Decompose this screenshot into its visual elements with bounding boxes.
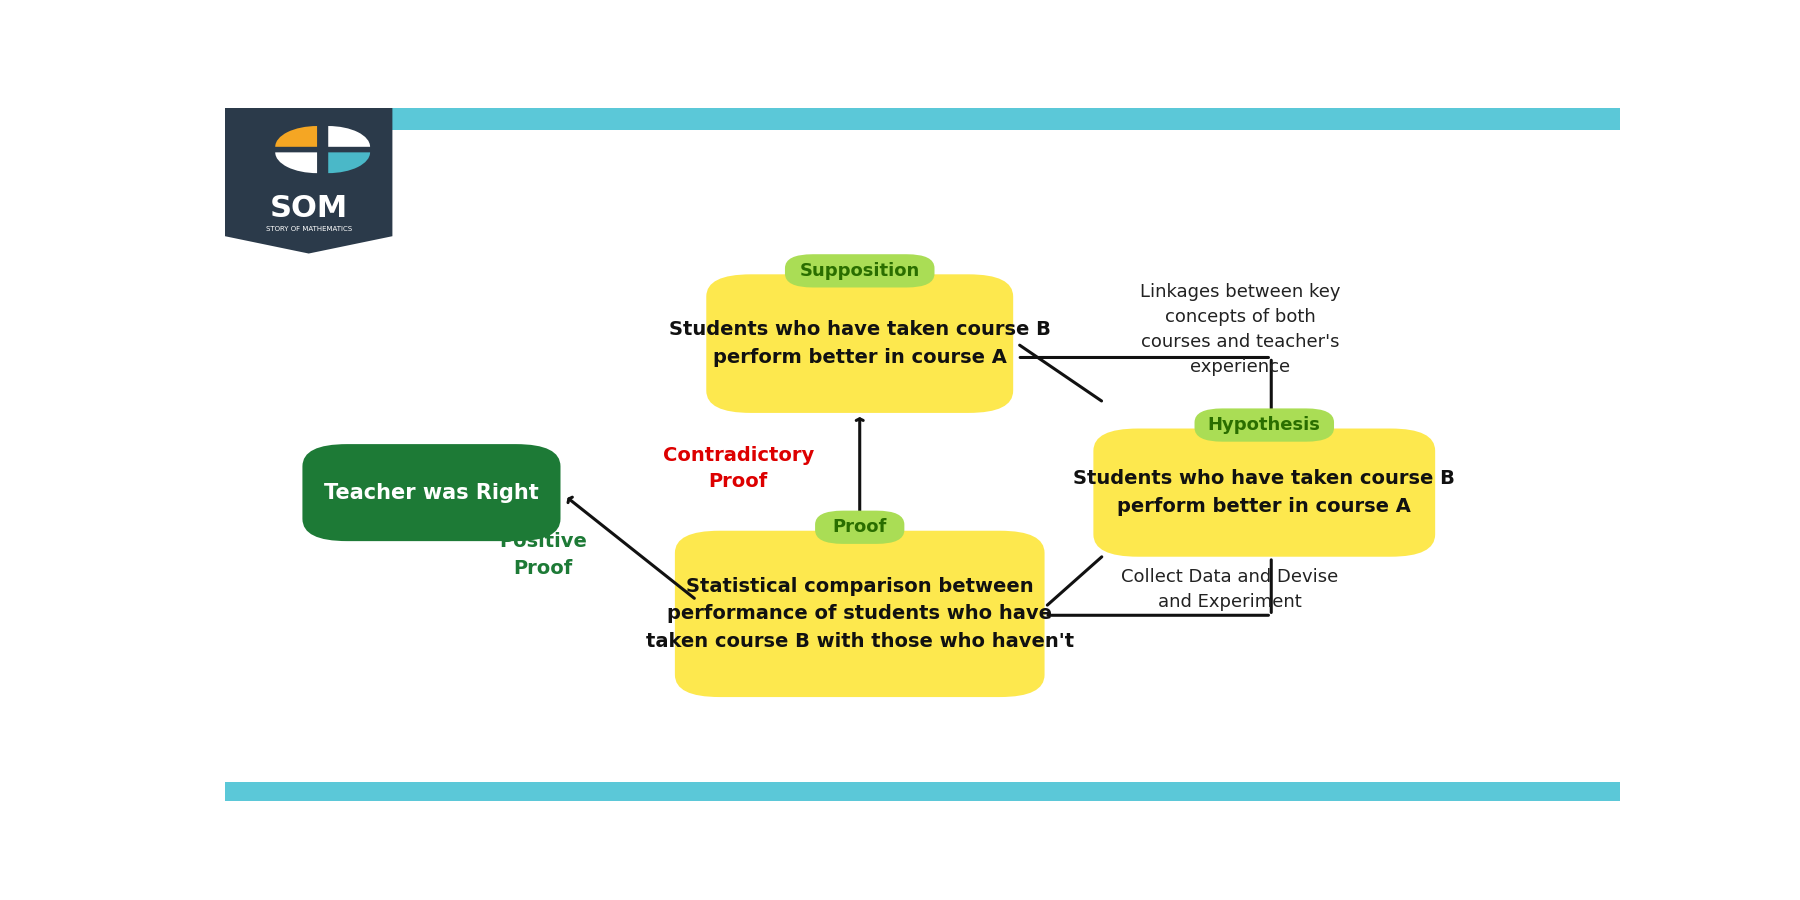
Text: Proof: Proof	[833, 518, 887, 536]
FancyBboxPatch shape	[1195, 409, 1334, 442]
Text: STORY OF MATHEMATICS: STORY OF MATHEMATICS	[266, 226, 351, 232]
Text: Hypothesis: Hypothesis	[1208, 416, 1321, 434]
Text: SOM: SOM	[270, 194, 347, 223]
FancyBboxPatch shape	[706, 274, 1013, 413]
Text: Supposition: Supposition	[799, 262, 920, 280]
FancyBboxPatch shape	[675, 531, 1044, 697]
Bar	[225, 781, 1620, 801]
Text: Statistical comparison between
performance of students who have
taken course B w: Statistical comparison between performan…	[646, 577, 1075, 651]
Text: Collect Data and Devise
and Experiment: Collect Data and Devise and Experiment	[1121, 568, 1337, 611]
Text: Students who have taken course B
perform better in course A: Students who have taken course B perform…	[1073, 470, 1454, 516]
FancyBboxPatch shape	[815, 510, 904, 544]
FancyBboxPatch shape	[302, 444, 560, 541]
Text: Contradictory
Proof: Contradictory Proof	[662, 446, 814, 491]
Wedge shape	[328, 152, 371, 173]
Text: Linkages between key
concepts of both
courses and teacher's
experience: Linkages between key concepts of both co…	[1141, 284, 1341, 376]
FancyBboxPatch shape	[785, 254, 934, 287]
Wedge shape	[275, 126, 317, 147]
Polygon shape	[225, 108, 392, 254]
Wedge shape	[328, 126, 371, 147]
Wedge shape	[275, 152, 317, 173]
FancyBboxPatch shape	[1093, 428, 1435, 557]
Text: Positive
Proof: Positive Proof	[499, 532, 587, 578]
Text: Teacher was Right: Teacher was Right	[324, 482, 538, 502]
Bar	[225, 108, 1620, 130]
Text: Students who have taken course B
perform better in course A: Students who have taken course B perform…	[670, 320, 1051, 366]
